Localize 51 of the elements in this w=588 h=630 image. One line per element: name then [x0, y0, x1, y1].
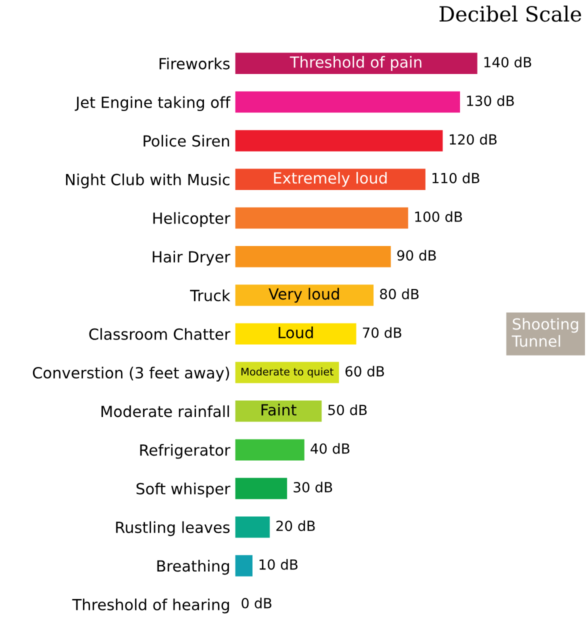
chart-title: Decibel Scale: [440, 6, 582, 22]
data-label: 140 dB: [484, 56, 532, 68]
y-tick-label: Moderate rainfall: [102, 405, 229, 418]
y-tick-label: Soft whisper: [136, 482, 230, 498]
annotation: Moderate to quiet: [241, 368, 334, 378]
data-label: 100 dB: [415, 211, 462, 222]
data-label: 40 dB: [310, 443, 350, 454]
bar: [235, 555, 252, 576]
bar: [235, 207, 408, 229]
y-tick-label: Night Club with Music: [66, 174, 230, 188]
bar: [235, 130, 443, 152]
data-label: 30 dB: [294, 482, 332, 492]
y-tick-label: Threshold of hearing: [72, 598, 229, 614]
bar: [235, 168, 426, 190]
bar: [235, 478, 288, 500]
bar: [235, 246, 391, 268]
annotation: Loud: [278, 326, 313, 338]
y-tick-label: Truck: [190, 289, 230, 302]
bar: [235, 52, 478, 74]
bar: [235, 439, 304, 460]
y-tick-label: Breathing: [157, 560, 229, 575]
text: Shooting Tunnel: [512, 318, 578, 347]
bar: [235, 516, 270, 538]
data-label: 120 dB: [450, 134, 497, 145]
data-label: 80 dB: [380, 288, 419, 300]
data-label: 110 dB: [432, 172, 480, 184]
data-label: 20 dB: [276, 520, 315, 532]
data-label: 10 dB: [260, 559, 298, 570]
bar: [235, 91, 460, 113]
y-tick-label: Classroom Chatter: [89, 328, 230, 340]
data-label: 70 dB: [362, 327, 402, 338]
y-tick-label: Police Siren: [144, 134, 230, 147]
y-tick-label: Rustling leaves: [116, 521, 230, 536]
data-label: 0 dB: [242, 598, 272, 608]
data-label: 60 dB: [345, 366, 384, 377]
y-tick-label: Helicopter: [153, 212, 230, 227]
bar: [235, 284, 374, 306]
bar: [235, 323, 356, 345]
data-label: 50 dB: [328, 404, 367, 416]
annotation: Threshold of pain: [290, 56, 422, 71]
y-tick-label: Converstion (3 feet away): [32, 366, 230, 382]
annotation: Extremely loud: [274, 172, 387, 187]
y-tick-label: Refrigerator: [140, 444, 230, 459]
y-tick-label: Jet Engine taking off: [74, 96, 231, 112]
y-tick-label: Hair Dryer: [152, 250, 230, 266]
annotation: Very loud: [268, 288, 339, 303]
annotation: Faint: [262, 404, 296, 416]
data-label: 90 dB: [397, 250, 436, 261]
y-tick-label: Fireworks: [160, 58, 230, 70]
bar: [235, 400, 322, 422]
data-label: 130 dB: [467, 95, 514, 106]
